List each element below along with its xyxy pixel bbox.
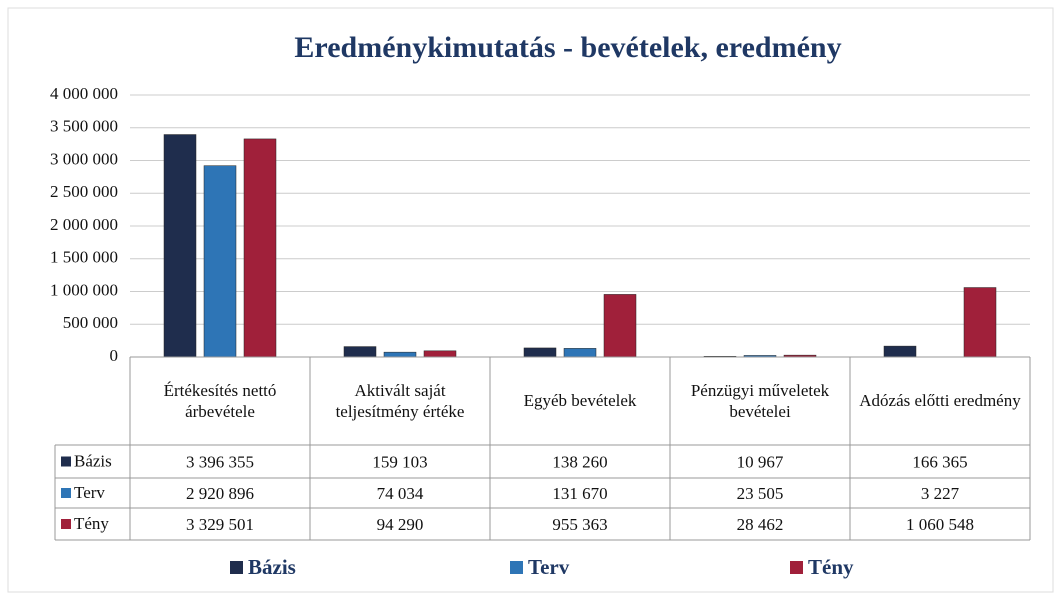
- bar: [603, 294, 637, 358]
- x-tick-label: Aktivált saját teljesítmény értéke: [335, 380, 465, 421]
- bar: [523, 347, 557, 358]
- bar: [423, 350, 457, 358]
- table-value: 74 034: [377, 484, 424, 503]
- bar: [883, 345, 917, 358]
- legend-key: [790, 561, 803, 574]
- bar: [203, 165, 237, 358]
- category-cell: Egyéb bevételek: [523, 391, 637, 411]
- y-tick-label: 3 000 000: [50, 149, 118, 168]
- y-tick-label: 1 000 000: [50, 280, 118, 299]
- table-legend-key: [61, 488, 71, 498]
- legend-label: Tény: [808, 555, 854, 579]
- bar: [163, 134, 197, 358]
- table-series-name: Bázis: [74, 451, 112, 470]
- y-tick-label: 0: [110, 346, 119, 365]
- table-series-name: Tény: [74, 514, 109, 533]
- category-cell: Adózás előtti eredmény: [859, 391, 1021, 411]
- legend-key: [230, 561, 243, 574]
- category-cell: Pénzügyi műveletek bevételei: [690, 380, 830, 421]
- category-cell: Aktivált saját teljesítmény értéke: [335, 380, 465, 421]
- table-value: 955 363: [552, 515, 607, 534]
- bar: [563, 348, 597, 358]
- bar: [963, 287, 997, 358]
- table-legend-key: [61, 456, 71, 467]
- table-value: 138 260: [552, 452, 607, 471]
- x-tick-label: Értékesítés nettó árbevétele: [163, 380, 277, 421]
- table-value: 166 365: [912, 452, 967, 471]
- table-value: 1 060 548: [906, 515, 974, 534]
- bar: [243, 138, 277, 358]
- category-cell: Értékesítés nettó árbevétele: [163, 380, 277, 421]
- table-value: 3 227: [921, 484, 960, 503]
- y-tick-label: 2 500 000: [50, 182, 118, 201]
- table-value: 3 396 355: [186, 452, 254, 471]
- table-value: 10 967: [737, 452, 784, 471]
- y-tick-label: 500 000: [63, 313, 118, 332]
- legend-label: Bázis: [248, 555, 296, 579]
- y-tick-label: 2 000 000: [50, 215, 118, 234]
- y-tick-label: 1 500 000: [50, 248, 118, 267]
- x-tick-label: Adózás előtti eredmény: [859, 391, 1021, 411]
- bar: [383, 351, 417, 358]
- table-value: 159 103: [372, 452, 427, 471]
- legend-key: [510, 561, 523, 574]
- table-series-name: Terv: [74, 483, 105, 502]
- table-value: 131 670: [552, 484, 607, 503]
- table-value: 2 920 896: [186, 484, 254, 503]
- bar: [343, 346, 377, 358]
- y-tick-label: 3 500 000: [50, 117, 118, 136]
- legend-label: Terv: [528, 555, 570, 579]
- y-tick-label: 4 000 000: [50, 84, 118, 103]
- x-tick-label: Pénzügyi műveletek bevételei: [690, 380, 830, 421]
- table-value: 28 462: [737, 515, 784, 534]
- table-value: 94 290: [377, 515, 424, 534]
- table-value: 3 329 501: [186, 515, 254, 534]
- table-legend-key: [61, 519, 71, 529]
- chart-title: Eredménykimutatás - bevételek, eredmény: [294, 31, 841, 64]
- table-value: 23 505: [737, 484, 784, 503]
- x-tick-label: Egyéb bevételek: [523, 391, 637, 411]
